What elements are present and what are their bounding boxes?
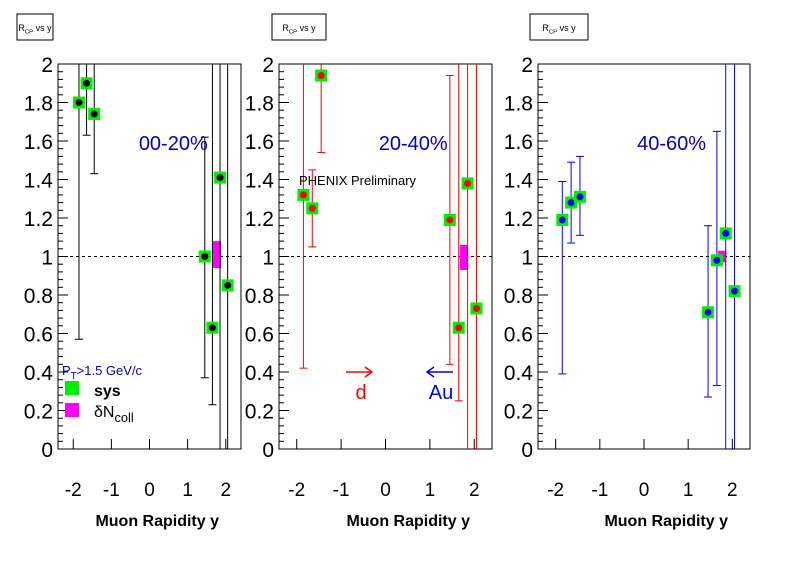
y-tick-label: 1.4 bbox=[504, 170, 534, 193]
legend-ncoll-label: δNcoll bbox=[94, 404, 134, 425]
y-tick-label: 1.6 bbox=[24, 131, 53, 154]
x-tick-label: -1 bbox=[333, 480, 350, 501]
data-point bbox=[299, 191, 307, 199]
au-arrow-head bbox=[425, 366, 435, 378]
y-tick-label: 1 bbox=[521, 247, 533, 270]
y-tick-label: 0 bbox=[262, 439, 274, 462]
x-tick-label: -1 bbox=[591, 480, 608, 501]
data-point bbox=[567, 199, 575, 207]
x-tick-label: -2 bbox=[288, 480, 305, 501]
y-tick-label: 1 bbox=[41, 247, 53, 270]
y-tick-label: 0.2 bbox=[504, 401, 533, 424]
y-tick-label: 1.8 bbox=[24, 93, 53, 116]
data-point bbox=[704, 308, 712, 316]
d-label: d bbox=[355, 382, 366, 404]
legend-pt-cut: PT>1.5 GeV/c bbox=[62, 363, 143, 382]
data-point bbox=[558, 216, 566, 224]
data-point bbox=[208, 324, 216, 332]
x-tick-label: 2 bbox=[727, 480, 738, 501]
y-tick-label: 2 bbox=[262, 54, 274, 77]
y-tick-label: 0.6 bbox=[245, 324, 274, 347]
x-tick-label: 1 bbox=[683, 480, 694, 501]
data-point bbox=[731, 287, 739, 295]
ncoll-band bbox=[460, 244, 469, 270]
y-tick-label: 1.2 bbox=[24, 208, 53, 231]
y-tick-label: 1.2 bbox=[504, 208, 533, 231]
y-tick-label: 0.4 bbox=[24, 362, 54, 385]
data-point bbox=[201, 253, 209, 260]
panel-2: RCP vs y 0 0.2 0.4 0.6 0.8 1 1.2 1.4 1.6 1.8 2 -2 -1 0… bbox=[245, 13, 493, 530]
y-tick-label: 1 bbox=[262, 247, 274, 270]
x-tick-label: 0 bbox=[639, 480, 650, 501]
x-tick-label: 0 bbox=[144, 480, 155, 501]
panel-title: RCP vs y bbox=[542, 23, 576, 36]
y-tick-label: 2 bbox=[41, 54, 53, 77]
x-axis-label: Muon Rapidity y bbox=[346, 513, 470, 530]
centrality-label: 00-20% bbox=[139, 133, 208, 155]
y-tick-label: 1.4 bbox=[245, 170, 275, 193]
y-tick-label: 0.2 bbox=[245, 401, 274, 424]
x-tick-label: -1 bbox=[103, 480, 120, 501]
x-tick-label: 0 bbox=[380, 480, 391, 501]
data-point bbox=[455, 324, 463, 332]
ncoll-band bbox=[212, 241, 221, 269]
x-tick-label: 2 bbox=[220, 480, 231, 501]
legend-ncoll-swatch bbox=[65, 403, 79, 417]
legend-sys-label: sys bbox=[94, 383, 121, 400]
data-point bbox=[722, 229, 730, 237]
data-point bbox=[75, 99, 83, 106]
centrality-label: 20-40% bbox=[379, 133, 448, 155]
y-tick-label: 0.8 bbox=[24, 285, 53, 308]
y-tick-label: 0.4 bbox=[504, 362, 534, 385]
y-tick-label: 0.2 bbox=[24, 401, 53, 424]
panel-title-box bbox=[271, 13, 327, 41]
data-point bbox=[83, 79, 91, 87]
panel-1: RCP vs y 0 0.2 0.4 0.6 0.8 1 1.2 1.4 1.6 1.8 2 -2 -1 0… bbox=[16, 13, 242, 530]
y-tick-label: 1.6 bbox=[504, 131, 533, 154]
x-axis-label: Muon Rapidity y bbox=[604, 513, 728, 530]
panel-title-box bbox=[16, 13, 54, 41]
x-tick-label: -2 bbox=[65, 480, 82, 501]
data-point bbox=[446, 216, 454, 224]
data-point bbox=[90, 110, 98, 118]
panel-title: RCP vs y bbox=[282, 23, 316, 36]
panel-title-box bbox=[529, 13, 589, 41]
y-tick-label: 2 bbox=[521, 54, 533, 77]
y-tick-label: 0 bbox=[521, 439, 533, 462]
data-point bbox=[308, 204, 316, 212]
x-tick-label: -2 bbox=[547, 480, 564, 501]
panel-3: RCP vs y 0 0.2 0.4 0.6 0.8 1 1.2 1.4 1.6 1.8 2 -2 -1 0… bbox=[504, 13, 751, 530]
data-point bbox=[713, 256, 721, 264]
data-point bbox=[317, 72, 325, 80]
phenix-preliminary-label: PHENIX Preliminary bbox=[299, 173, 417, 188]
data-point bbox=[576, 193, 584, 201]
data-point bbox=[464, 179, 472, 187]
y-tick-label: 0.6 bbox=[24, 324, 53, 347]
au-label: Au bbox=[429, 382, 453, 404]
y-tick-label: 1.2 bbox=[245, 208, 274, 231]
y-tick-label: 0.6 bbox=[504, 324, 533, 347]
data-point bbox=[216, 174, 224, 182]
x-tick-label: 1 bbox=[425, 480, 436, 501]
centrality-label: 40-60% bbox=[637, 133, 706, 155]
x-axis-label: Muon Rapidity y bbox=[95, 513, 219, 530]
y-tick-label: 1.8 bbox=[245, 93, 274, 116]
y-tick-label: 1.8 bbox=[504, 93, 533, 116]
y-tick-label: 0.8 bbox=[245, 285, 274, 308]
x-tick-label: 1 bbox=[182, 480, 193, 501]
y-tick-label: 0.4 bbox=[245, 362, 275, 385]
d-arrow-head bbox=[364, 366, 374, 378]
panel-title: RCP vs y bbox=[18, 23, 52, 36]
x-tick-label: 2 bbox=[469, 480, 480, 501]
y-tick-label: 1.6 bbox=[245, 131, 274, 154]
y-tick-label: 0 bbox=[41, 439, 53, 462]
y-tick-label: 1.4 bbox=[24, 170, 54, 193]
y-tick-label: 0.8 bbox=[504, 285, 533, 308]
legend-sys-swatch bbox=[65, 381, 79, 395]
data-point bbox=[224, 281, 232, 289]
data-point bbox=[472, 304, 480, 312]
